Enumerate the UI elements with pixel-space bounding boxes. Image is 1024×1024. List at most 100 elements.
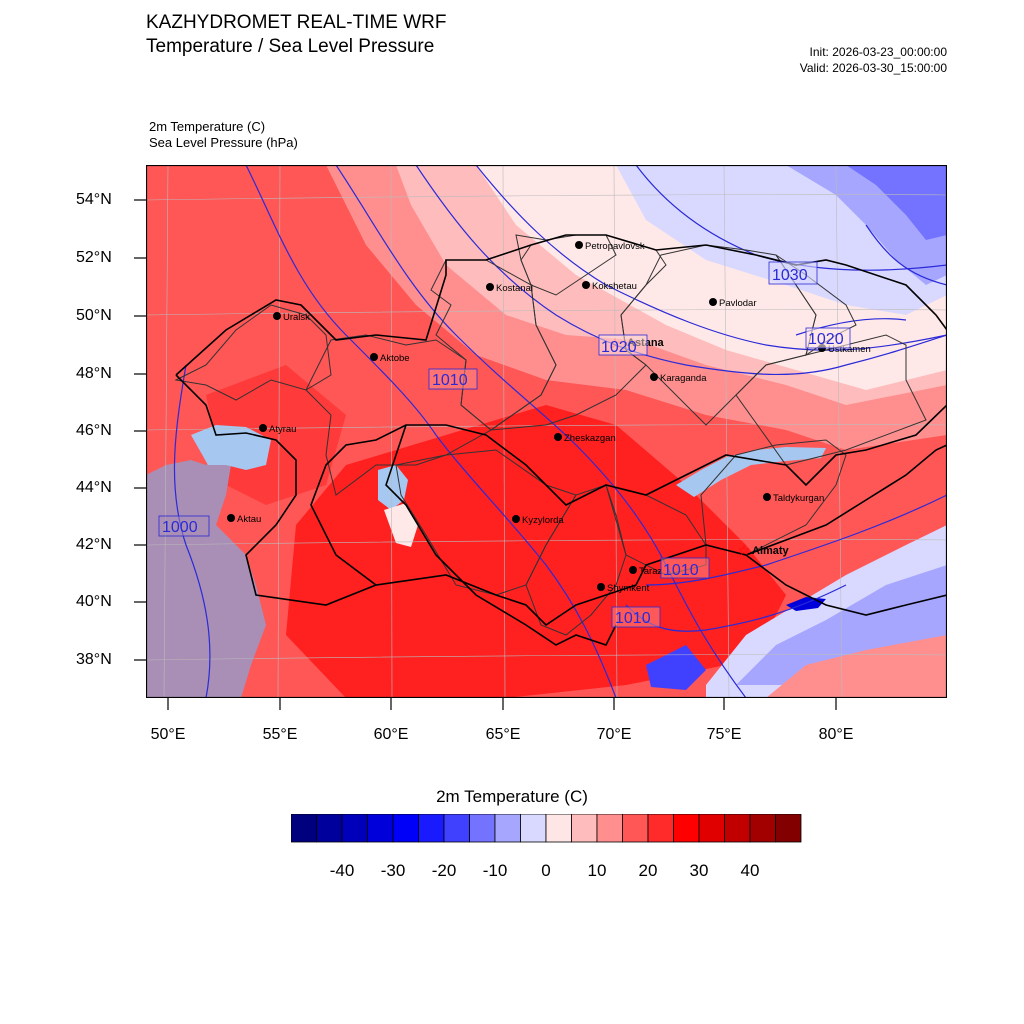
isobar-label-1020-center: 1020 [601, 339, 637, 356]
colorbar-swatch [316, 814, 343, 843]
colorbar-swatch [647, 814, 674, 843]
city-label-zheskazgan: Zheskazgan [564, 433, 616, 444]
city-label-kostanai: Kostanai [496, 283, 533, 294]
city-label-karaganda: Karaganda [660, 373, 707, 384]
city-kokshetau: Kokshetau [582, 281, 637, 292]
lon-label-70: 70°E [596, 726, 632, 743]
isobar-label-1020-east: 1020 [808, 331, 844, 348]
colorbar-swatch [392, 814, 419, 843]
colorbar-tick: 10 [587, 861, 607, 880]
colorbar-swatch [469, 814, 496, 843]
isobar-label-1030: 1030 [772, 267, 808, 284]
city-label-almaty: Almaty [752, 545, 790, 557]
colorbar-swatch [418, 814, 445, 843]
lat-label-48: 48°N [76, 365, 112, 382]
colorbar-swatch [622, 814, 649, 843]
lat-label-42: 42°N [76, 536, 112, 553]
capital-star-almaty: ☆ [738, 542, 751, 558]
lat-label-54: 54°N [76, 191, 112, 208]
colorbar-tick: -30 [380, 861, 406, 880]
map-subtitle: Temperature / Sea Level Pressure [146, 36, 435, 57]
lat-label-38: 38°N [76, 651, 112, 668]
city-label-aktobe: Aktobe [380, 353, 410, 364]
city-karaganda: Karaganda [650, 373, 707, 384]
colorbar [291, 814, 802, 843]
caspian-sea-north [191, 425, 271, 470]
city-zheskazgan: Zheskazgan [554, 433, 616, 444]
isobar-label-1010-south: 1010 [615, 610, 651, 627]
colorbar-swatch [724, 814, 751, 843]
city-label-uralsk: Uralsk [283, 312, 310, 323]
temperature-band-mountains-coldest [646, 645, 706, 690]
field-label-temperature: 2m Temperature (C) [149, 119, 266, 134]
city-label-kokshetau: Kokshetau [592, 281, 637, 292]
city-label-shymkent: Shymkent [607, 583, 650, 594]
map-border [146, 165, 947, 698]
colorbar-swatch [291, 814, 317, 843]
isobar-label-1010-west: 1010 [432, 372, 468, 389]
city-uralsk: Uralsk [273, 312, 310, 323]
valid-time: Valid: 2026-03-30_15:00:00 [799, 61, 947, 75]
city-label-ustkamen: Ustkamen [828, 344, 871, 355]
city-taraz: Taraz [629, 566, 662, 577]
lat-label-52: 52°N [76, 249, 112, 266]
city-label-aktau: Aktau [237, 514, 261, 525]
city-shymkent: Shymkent [597, 583, 650, 594]
lat-label-46: 46°N [76, 422, 112, 439]
lat-ticks [134, 199, 146, 661]
lat-label-44: 44°N [76, 479, 112, 496]
city-label-atyrau: Atyrau [269, 424, 296, 435]
city-taldykurgan: Taldykurgan [763, 493, 824, 504]
colorbar-swatch [571, 814, 598, 843]
colorbar-swatch [698, 814, 725, 843]
colorbar-swatch [341, 814, 368, 843]
map-title: KAZHYDROMET REAL-TIME WRF [146, 12, 447, 33]
lake-balkhash [676, 447, 826, 497]
colorbar-swatch [596, 814, 623, 843]
colorbar-swatch [494, 814, 521, 843]
isobar-labels: 1030 1020 1020 1010 1010 1010 1000 [158, 261, 851, 628]
isobar-label-1000: 1000 [162, 519, 198, 536]
lon-label-75: 75°E [706, 726, 742, 743]
map-panel: Petropavlovsk Kostanai Kokshetau Pavloda… [146, 165, 947, 698]
colorbar-swatch [443, 814, 470, 843]
colorbar-swatch [520, 814, 547, 843]
city-label-kyzylorda: Kyzylorda [522, 515, 564, 526]
lat-label-50: 50°N [76, 307, 112, 324]
colorbar-swatch [367, 814, 394, 843]
city-label-taraz: Taraz [639, 566, 662, 577]
field-label-pressure: Sea Level Pressure (hPa) [149, 135, 298, 150]
temperature-band-mountains-warm [766, 635, 947, 698]
aral-sea-dry [384, 503, 418, 547]
lon-label-65: 65°E [485, 726, 521, 743]
colorbar-swatch [749, 814, 776, 843]
city-almaty: ☆ Almaty [738, 542, 790, 558]
temperature-band-coldest-northeast [846, 165, 947, 240]
colorbar-title: 2m Temperature (C) [436, 787, 588, 806]
lon-label-55: 55°E [262, 726, 298, 743]
init-time: Init: 2026-03-23_00:00:00 [809, 45, 947, 59]
city-pavlodar: Pavlodar [709, 298, 757, 309]
colorbar-tick: 0 [541, 861, 551, 880]
colorbar-tick: 20 [638, 861, 658, 880]
lon-label-60: 60°E [373, 726, 409, 743]
temperature-band-hot-southwest [206, 365, 346, 505]
colorbar-tick: 40 [740, 861, 760, 880]
national-border [175, 234, 947, 646]
lat-label-40: 40°N [76, 593, 112, 610]
temperature-band-hot-south [286, 405, 786, 698]
city-aktobe: Aktobe [370, 353, 410, 364]
isobar-label-1010-southeast: 1010 [663, 562, 699, 579]
city-label-petropavlovsk: Petropavlovsk [585, 241, 645, 252]
colorbar-tick: -20 [431, 861, 457, 880]
city-label-pavlodar: Pavlodar [719, 298, 757, 309]
lon-label-80: 80°E [818, 726, 854, 743]
colorbar-tick: -10 [482, 861, 508, 880]
city-atyrau: Atyrau [259, 424, 296, 435]
lon-label-50: 50°E [150, 726, 186, 743]
city-kostanai: Kostanai [486, 283, 533, 294]
colorbar-swatch [775, 814, 802, 843]
lon-ticks [167, 698, 837, 710]
city-aktau: Aktau [227, 514, 261, 525]
colorbar-tick: -40 [329, 861, 355, 880]
